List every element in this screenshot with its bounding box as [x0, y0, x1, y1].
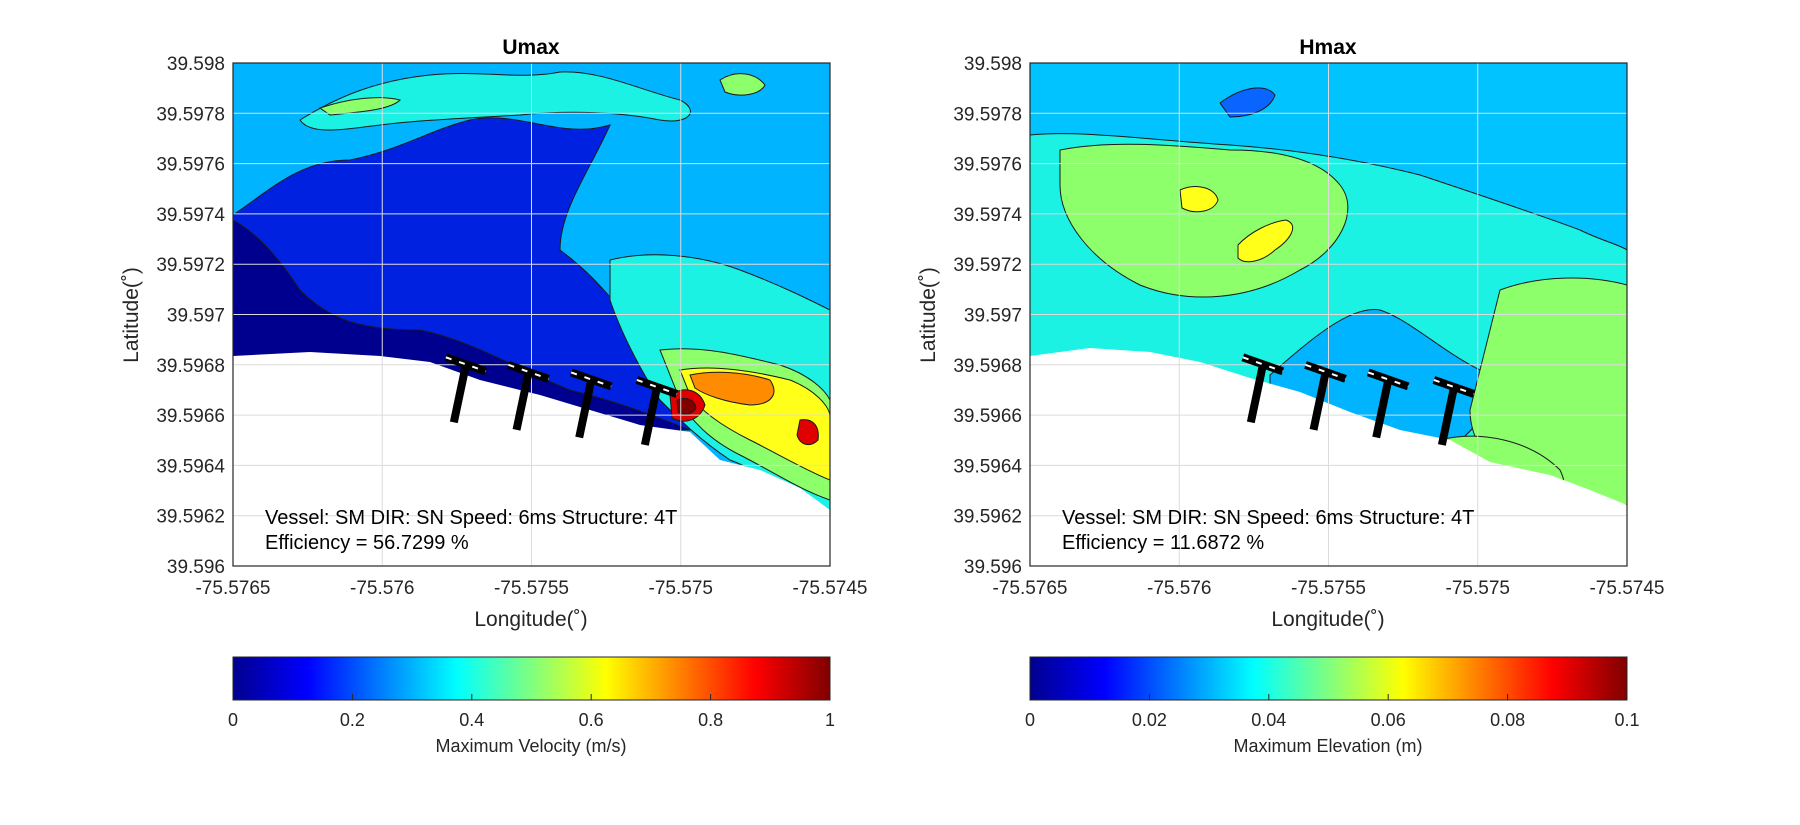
hmax-panel: Hmax 39.59839.597839.597639.597439.59723…	[917, 36, 1665, 756]
umax-ytick-label: 39.597	[167, 306, 225, 327]
umax-annotation-line1: Vessel: SM DIR: SN Speed: 6ms Structure:…	[265, 507, 677, 529]
hmax-xtick-label: -75.576	[1147, 578, 1211, 599]
umax-title: Umax	[502, 36, 560, 59]
hmax-xticks: -75.5765 -75.576 -75.5755 -75.575 -75.5745	[992, 578, 1664, 599]
umax-colorbar-label: Maximum Velocity (m/s)	[435, 736, 626, 756]
umax-panel: Umax 39.59839.597839.597639.59	[120, 36, 868, 756]
hmax-xtick-label: -75.5755	[1291, 578, 1366, 599]
umax-xtick-label: -75.575	[649, 578, 713, 599]
hmax-yticks: 39.598 39.5978 39.5976 39.5974 39.5972 39.597…	[953, 54, 1022, 578]
umax-xtick-label: -75.5765	[195, 578, 270, 599]
umax-ytick-label: 39.598	[167, 54, 225, 75]
hmax-ytick-label: 39.5968	[953, 356, 1022, 377]
umax-yticks: 39.598 39.5978 39.5976 39.5974 39.5972 39.597…	[156, 54, 225, 578]
umax-ytick-label: 39.5976	[156, 155, 225, 176]
hmax-xtick-label: -75.5765	[992, 578, 1067, 599]
umax-colorbar-tick-label: 0	[228, 710, 238, 730]
umax-colorbar-tick-label: 0.6	[579, 710, 604, 730]
umax-ytick-label: 39.5968	[156, 356, 225, 377]
hmax-ytick-label: 39.596	[964, 557, 1022, 578]
hmax-xtick-label: -75.5745	[1589, 578, 1664, 599]
hmax-colorbar-tick-label: 0.1	[1614, 710, 1639, 730]
umax-ytick-label: 39.5962	[156, 507, 225, 528]
hmax-xtick-label: -75.575	[1446, 578, 1510, 599]
hmax-ytick-label: 39.5972	[953, 255, 1022, 276]
umax-ytick-label: 39.5978	[156, 104, 225, 125]
umax-ytick-label: 39.596	[167, 557, 225, 578]
umax-annotation-line2: Efficiency = 56.7299 %	[265, 532, 469, 554]
umax-ytick-label: 39.5966	[156, 406, 225, 427]
hmax-title: Hmax	[1299, 36, 1357, 59]
umax-colorbar-tick-label: 0.4	[459, 710, 484, 730]
umax-xlabel: Longitude(˚)	[474, 608, 587, 631]
hmax-xlabel: Longitude(˚)	[1271, 608, 1384, 631]
umax-ytick-label: 39.5964	[156, 456, 225, 477]
hmax-colorbar-tick-label: 0.06	[1371, 710, 1406, 730]
umax-xtick-label: -75.5755	[494, 578, 569, 599]
hmax-ytick-label: 39.5974	[953, 205, 1022, 226]
hmax-colorbar-tick-label: 0	[1025, 710, 1035, 730]
hmax-ytick-label: 39.5976	[953, 155, 1022, 176]
hmax-colorbar-tick-label: 0.08	[1490, 710, 1525, 730]
umax-xticks: -75.5765 -75.576 -75.5755 -75.575 -75.5745	[195, 578, 867, 599]
hmax-annotation-line1: Vessel: SM DIR: SN Speed: 6ms Structure:…	[1062, 507, 1474, 529]
hmax-ytick-label: 39.597	[964, 306, 1022, 327]
umax-colorbar-tick-label: 0.8	[698, 710, 723, 730]
hmax-ytick-label: 39.598	[964, 54, 1022, 75]
hmax-ytick-label: 39.5978	[953, 104, 1022, 125]
hmax-ytick-label: 39.5964	[953, 456, 1022, 477]
umax-xtick-label: -75.576	[350, 578, 414, 599]
hmax-colorbar-label: Maximum Elevation (m)	[1233, 736, 1422, 756]
hmax-colorbar-tick-label: 0.04	[1251, 710, 1286, 730]
umax-colorbar-tick-label: 0.2	[340, 710, 365, 730]
umax-colorbar	[233, 657, 830, 700]
umax-xtick-label: -75.5745	[792, 578, 867, 599]
umax-ytick-label: 39.5972	[156, 255, 225, 276]
hmax-colorbar	[1030, 657, 1627, 700]
umax-ylabel: Latitude(˚)	[120, 267, 143, 363]
hmax-annotation-line2: Efficiency = 11.6872 %	[1062, 532, 1264, 554]
hmax-ytick-label: 39.5966	[953, 406, 1022, 427]
umax-colorbar-tick-label: 1	[825, 710, 835, 730]
hmax-ylabel: Latitude(˚)	[917, 267, 940, 363]
hmax-ytick-label: 39.5962	[953, 507, 1022, 528]
hmax-colorbar-tick-label: 0.02	[1132, 710, 1167, 730]
umax-ytick-label: 39.5974	[156, 205, 225, 226]
